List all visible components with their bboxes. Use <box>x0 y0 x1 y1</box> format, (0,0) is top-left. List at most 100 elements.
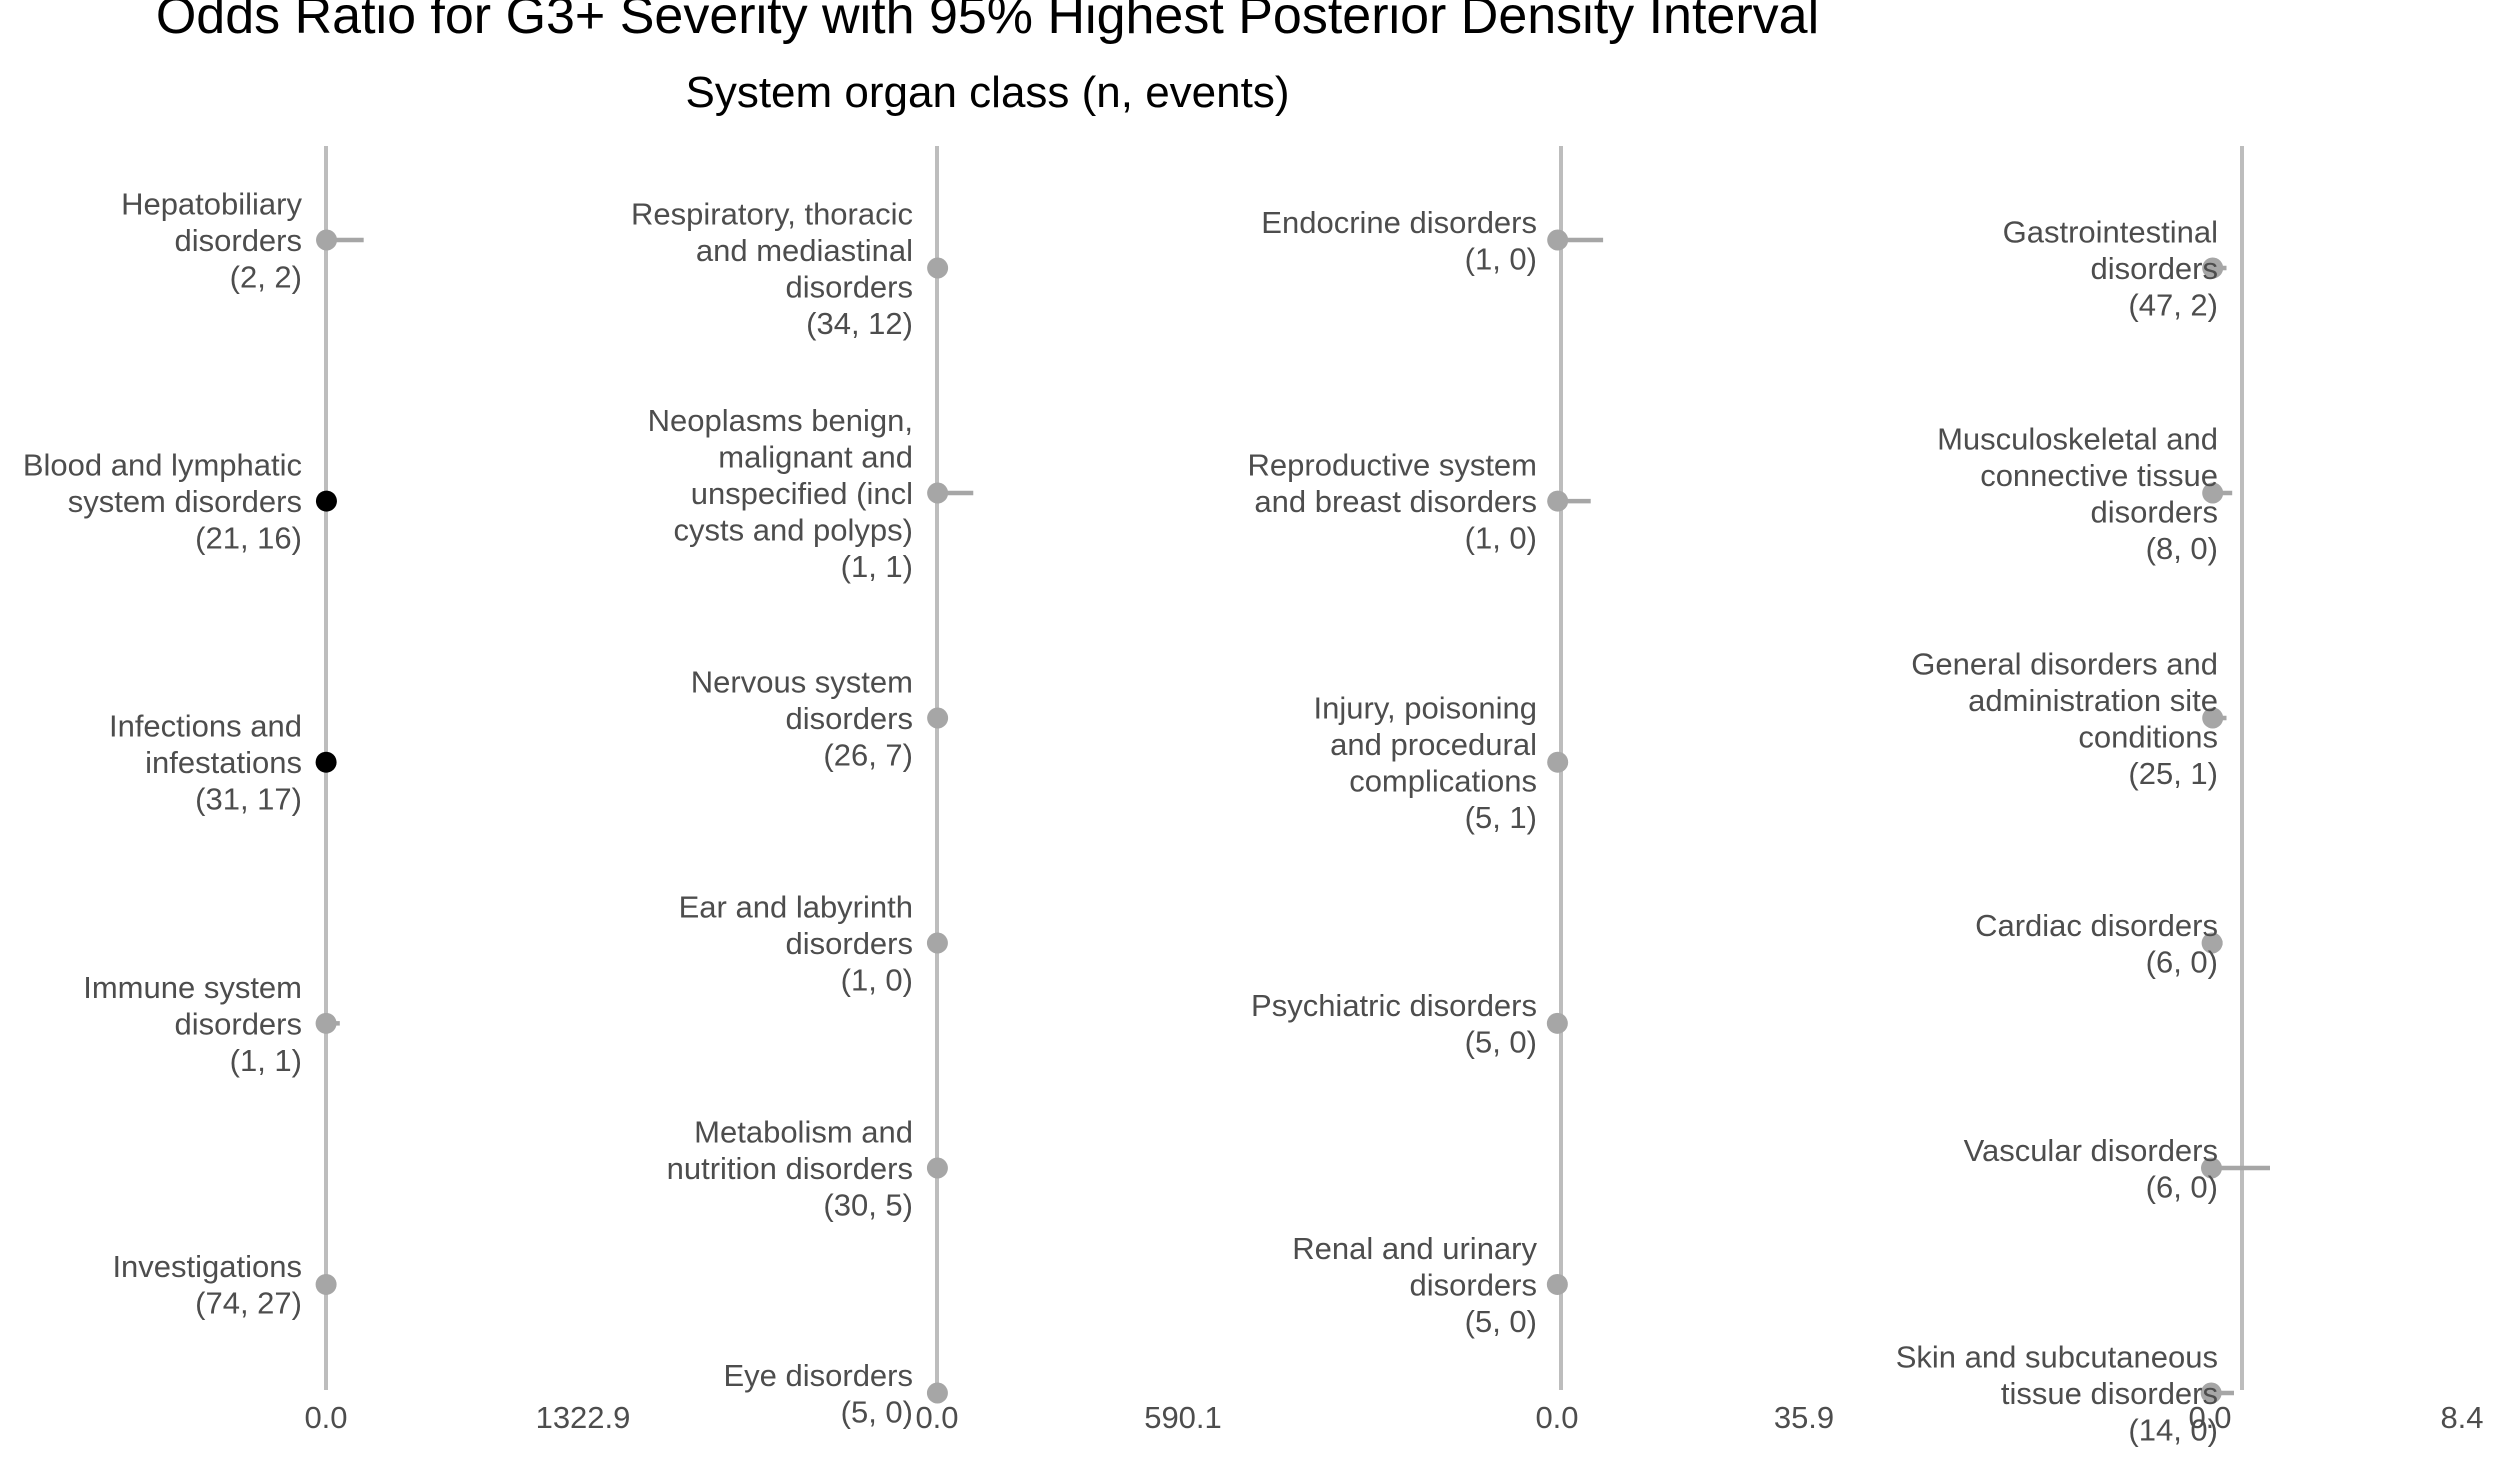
odds-ratio-point <box>1547 751 1569 773</box>
category-label: disorders <box>2091 494 2219 529</box>
category-label: (25, 1) <box>2128 756 2218 791</box>
category-label: Psychiatric disorders <box>1251 988 1537 1023</box>
odds-ratio-point <box>927 707 949 729</box>
category-label: Nervous system <box>691 665 913 700</box>
category-label: (1, 0) <box>1465 241 1537 276</box>
odds-ratio-point <box>927 482 949 504</box>
odds-ratio-point <box>926 1157 948 1179</box>
odds-ratio-point <box>1547 490 1569 512</box>
odds-ratio-point <box>2200 1382 2222 1404</box>
panel-4-tick-label-min: 0.0 <box>2188 1400 2231 1435</box>
category-label: malignant and <box>718 440 913 475</box>
category-label: (8, 0) <box>2146 531 2218 566</box>
category-label: Metabolism and <box>694 1115 913 1150</box>
chart-subtitle: System organ class (n, events) <box>685 68 1290 117</box>
category-label: Infections and <box>109 709 302 744</box>
odds-ratio-point <box>926 1382 948 1404</box>
category-label: (30, 5) <box>823 1188 913 1223</box>
category-label: Renal and urinary <box>1292 1231 1537 1266</box>
odds-ratio-point <box>1546 1012 1568 1034</box>
panel-1-tick-label-min: 0.0 <box>304 1400 347 1435</box>
panel-1-tick-label-max: 1322.9 <box>536 1400 631 1435</box>
category-label: infestations <box>145 745 302 780</box>
category-label: cysts and polyps) <box>674 513 914 548</box>
category-label: disorders <box>786 269 914 304</box>
odds-ratio-point <box>315 1012 337 1034</box>
category-label: (1, 0) <box>841 963 913 998</box>
category-label: and breast disorders <box>1254 484 1537 519</box>
category-label: (2, 2) <box>230 260 302 295</box>
category-label: Vascular disorders <box>1964 1133 2218 1168</box>
category-label: Endocrine disorders <box>1261 205 1537 240</box>
category-label: conditions <box>2078 719 2218 754</box>
category-label: Musculoskeletal and <box>1937 421 2218 456</box>
category-label: (5, 1) <box>1465 800 1537 835</box>
odds-ratio-point <box>2202 482 2224 504</box>
category-label: administration site <box>1968 683 2218 718</box>
category-label: (26, 7) <box>823 738 913 773</box>
panel-3-tick-label-max: 35.9 <box>1774 1400 1834 1435</box>
category-label: Immune system <box>83 970 302 1005</box>
category-label: Hepatobiliary <box>121 187 302 222</box>
odds-ratio-point <box>926 932 948 954</box>
category-label: Skin and subcutaneous <box>1896 1340 2218 1375</box>
odds-ratio-point <box>2201 1157 2222 1179</box>
category-label: General disorders and <box>1911 646 2218 681</box>
category-label: unspecified (incl <box>691 476 913 511</box>
category-label: disorders <box>175 223 303 258</box>
odds-ratio-point <box>1547 229 1569 251</box>
category-label: Cardiac disorders <box>1975 908 2218 943</box>
category-label: complications <box>1349 763 1537 798</box>
category-label: Investigations <box>112 1249 302 1284</box>
category-label: and mediastinal <box>696 233 913 268</box>
category-label: (34, 12) <box>806 306 913 341</box>
odds-ratio-point <box>2201 932 2223 954</box>
category-label: Eye disorders <box>723 1358 913 1393</box>
odds-ratio-point <box>927 257 949 279</box>
category-label: (5, 0) <box>841 1394 913 1429</box>
panel-2-tick-label-max: 590.1 <box>1144 1400 1222 1435</box>
category-label: (14, 0) <box>2128 1413 2218 1448</box>
category-label: (6, 0) <box>2146 944 2218 979</box>
odds-ratio-point <box>2202 707 2224 729</box>
category-label: (5, 0) <box>1465 1025 1537 1060</box>
category-label: disorders <box>2091 251 2219 286</box>
category-label: (1, 1) <box>230 1043 302 1078</box>
category-label: (5, 0) <box>1465 1304 1537 1339</box>
category-label: (6, 0) <box>2146 1169 2218 1204</box>
category-label: (47, 2) <box>2128 288 2218 323</box>
category-label: (74, 27) <box>195 1286 302 1321</box>
category-label: disorders <box>786 926 914 961</box>
category-label: tissue disorders <box>2001 1376 2218 1411</box>
panel-3-tick-label-min: 0.0 <box>1535 1400 1578 1435</box>
panel-4-tick-label-max: 8.4 <box>2440 1400 2483 1435</box>
category-label: Reproductive system <box>1248 448 1537 483</box>
category-label: Injury, poisoning <box>1314 690 1537 725</box>
odds-ratio-point <box>316 229 338 251</box>
panel-2-tick-label-min: 0.0 <box>915 1400 958 1435</box>
category-label: disorders <box>175 1006 303 1041</box>
odds-ratio-point <box>2202 257 2224 279</box>
category-label: and procedural <box>1330 727 1537 762</box>
category-label: Neoplasms benign, <box>648 403 913 438</box>
category-label: system disorders <box>68 484 302 519</box>
category-label: nutrition disorders <box>667 1151 913 1186</box>
odds-ratio-point <box>315 1273 337 1295</box>
category-label: (31, 17) <box>195 782 302 817</box>
category-label: Blood and lymphatic <box>23 448 302 483</box>
category-label: (1, 1) <box>841 549 913 584</box>
odds-ratio-point <box>1546 1273 1568 1295</box>
category-label: Gastrointestinal <box>2003 215 2218 250</box>
chart-title: Odds Ratio for G3+ Severity with 95% Hig… <box>155 0 1820 45</box>
odds-ratio-point <box>315 751 337 773</box>
category-label: connective tissue <box>1980 458 2218 493</box>
category-label: (1, 0) <box>1465 521 1537 556</box>
category-label: disorders <box>786 701 914 736</box>
category-label: disorders <box>1410 1267 1538 1302</box>
odds-ratio-point <box>315 490 337 512</box>
category-label: Ear and labyrinth <box>679 890 913 925</box>
category-label: (21, 16) <box>195 521 302 556</box>
category-label: Respiratory, thoracic <box>631 196 913 231</box>
